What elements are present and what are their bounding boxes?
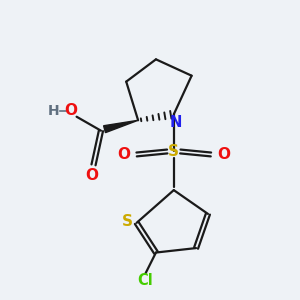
Text: O: O (118, 147, 130, 162)
Text: S: S (168, 144, 179, 159)
Text: S: S (122, 214, 133, 229)
Text: Cl: Cl (138, 273, 153, 288)
Text: N: N (170, 115, 182, 130)
Text: O: O (85, 168, 98, 183)
Text: O: O (65, 103, 78, 118)
Polygon shape (103, 120, 138, 133)
Text: H: H (48, 104, 59, 118)
Text: O: O (217, 147, 230, 162)
